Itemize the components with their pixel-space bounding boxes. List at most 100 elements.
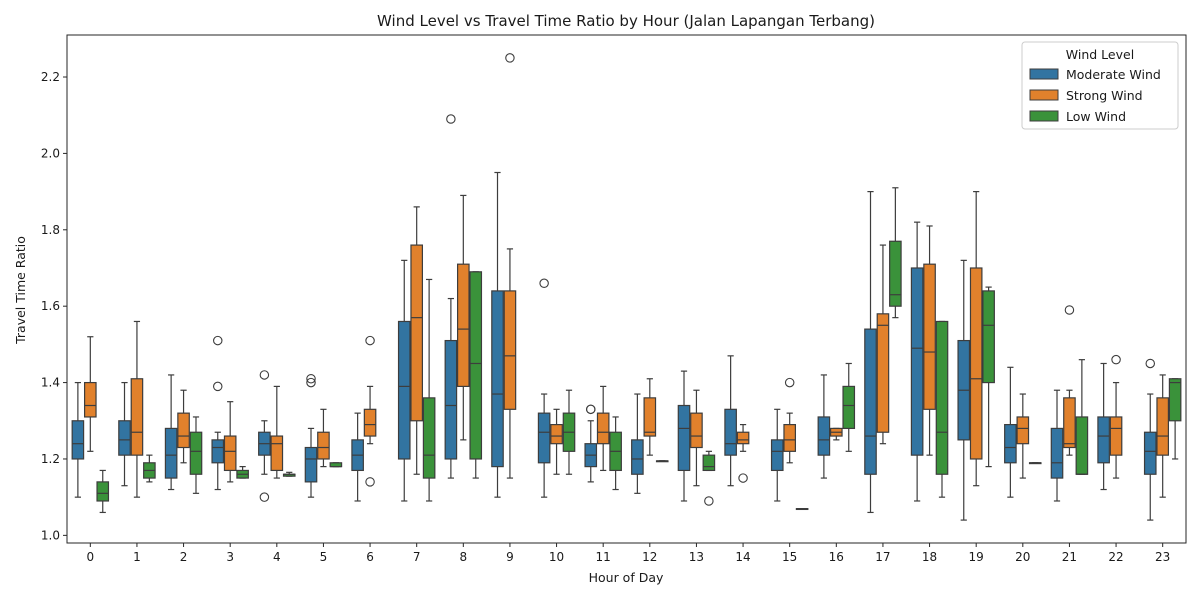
x-tick-label: 0 <box>86 550 94 564</box>
outlier-point <box>738 473 748 483</box>
box-body <box>1097 416 1110 464</box>
outlier-point <box>1064 305 1075 315</box>
y-tick-label: 2.0 <box>41 146 60 160</box>
legend-entry-label: Strong Wind <box>1066 88 1143 103</box>
box-body <box>83 381 97 418</box>
box-body <box>923 263 936 410</box>
box-body <box>130 378 144 456</box>
x-tick-label: 12 <box>642 550 657 564</box>
x-tick-label: 16 <box>829 550 844 564</box>
legend-entry-label: Low Wind <box>1066 109 1126 124</box>
box-body <box>596 412 610 445</box>
outlier-point <box>505 53 515 63</box>
box-body <box>889 240 902 307</box>
box-body <box>1109 416 1123 456</box>
x-tick-label: 8 <box>459 550 467 564</box>
x-tick-label: 17 <box>875 550 890 564</box>
box-strong-wind <box>876 244 890 445</box>
legend-entry-label: Moderate Wind <box>1066 67 1161 82</box>
box-moderate-wind <box>1050 389 1064 502</box>
box-body <box>211 439 225 464</box>
box-body <box>456 263 470 387</box>
y-tick-label: 1.4 <box>41 376 60 390</box>
x-tick-label: 20 <box>1015 550 1030 564</box>
x-tick-label: 7 <box>413 550 421 564</box>
box-body <box>469 271 483 460</box>
box-moderate-wind <box>71 381 85 498</box>
x-tick-label: 6 <box>366 550 374 564</box>
legend-frame <box>1021 41 1179 130</box>
x-tick-label: 21 <box>1062 550 1077 564</box>
x-tick-label: 19 <box>969 550 984 564</box>
box-moderate-wind <box>444 114 458 479</box>
outlier-point <box>365 335 375 346</box>
box-body <box>982 290 995 384</box>
box-low-wind <box>609 416 622 491</box>
box-strong-wind <box>270 385 284 479</box>
box-body <box>935 320 949 475</box>
y-axis-label: Travel Time Ratio <box>13 236 28 345</box>
x-tick-label: 9 <box>506 550 514 564</box>
box-body <box>910 267 924 456</box>
outlier-point <box>1145 358 1156 369</box>
box-low-wind <box>236 466 249 479</box>
box-moderate-wind <box>397 259 411 502</box>
box-body <box>702 454 716 472</box>
box-low-wind <box>935 320 949 498</box>
box-strong-wind <box>783 377 797 464</box>
box-moderate-wind <box>1143 358 1157 521</box>
box-body <box>1063 397 1076 449</box>
box-low-wind <box>422 278 436 502</box>
y-tick-label: 1.6 <box>41 299 60 313</box>
box-low-wind <box>1075 359 1089 475</box>
box-low-wind <box>143 454 156 483</box>
box-moderate-wind <box>677 370 691 502</box>
x-tick-label: 22 <box>1108 550 1123 564</box>
outlier-point <box>784 377 795 388</box>
outlier-point <box>365 477 375 487</box>
outlier-point <box>539 278 549 289</box>
box-low-wind <box>189 416 203 494</box>
box-body <box>677 404 691 472</box>
outlier-point <box>586 404 596 415</box>
box-body <box>1075 416 1089 475</box>
x-tick-label: 23 <box>1155 550 1170 564</box>
outlier-point <box>213 381 223 392</box>
x-tick-label: 3 <box>226 550 234 564</box>
box-strong-wind <box>503 53 517 479</box>
x-tick-label: 18 <box>922 550 937 564</box>
box-body <box>537 412 551 464</box>
box-strong-wind <box>596 385 610 472</box>
box-low-wind <box>842 362 856 452</box>
box-body <box>817 416 831 456</box>
box-body <box>969 267 983 460</box>
box-body <box>690 412 703 449</box>
box-body <box>317 431 330 460</box>
box-low-wind <box>655 460 669 463</box>
box-body <box>550 423 563 445</box>
box-body <box>422 397 436 479</box>
outlier-point <box>446 114 456 124</box>
outlier-point <box>259 492 270 502</box>
box-low-wind <box>282 471 296 477</box>
box-body <box>864 328 877 475</box>
x-tick-label: 1 <box>133 550 141 564</box>
plot-frame <box>66 34 1187 544</box>
box-low-wind <box>1028 462 1042 465</box>
outlier-point <box>1111 354 1121 365</box>
box-body <box>410 244 424 422</box>
box-body <box>1016 416 1030 445</box>
box-low-wind <box>982 286 995 468</box>
box-low-wind <box>889 187 902 319</box>
box-moderate-wind <box>304 374 318 498</box>
box-strong-wind <box>1063 305 1076 456</box>
box-strong-wind <box>177 389 190 464</box>
box-moderate-wind <box>351 412 364 502</box>
box-low-wind <box>702 450 716 506</box>
box-strong-wind <box>829 427 843 441</box>
box-moderate-wind <box>631 393 644 494</box>
x-tick-label: 13 <box>689 550 704 564</box>
box-body <box>631 439 644 475</box>
box-low-wind <box>562 389 576 475</box>
